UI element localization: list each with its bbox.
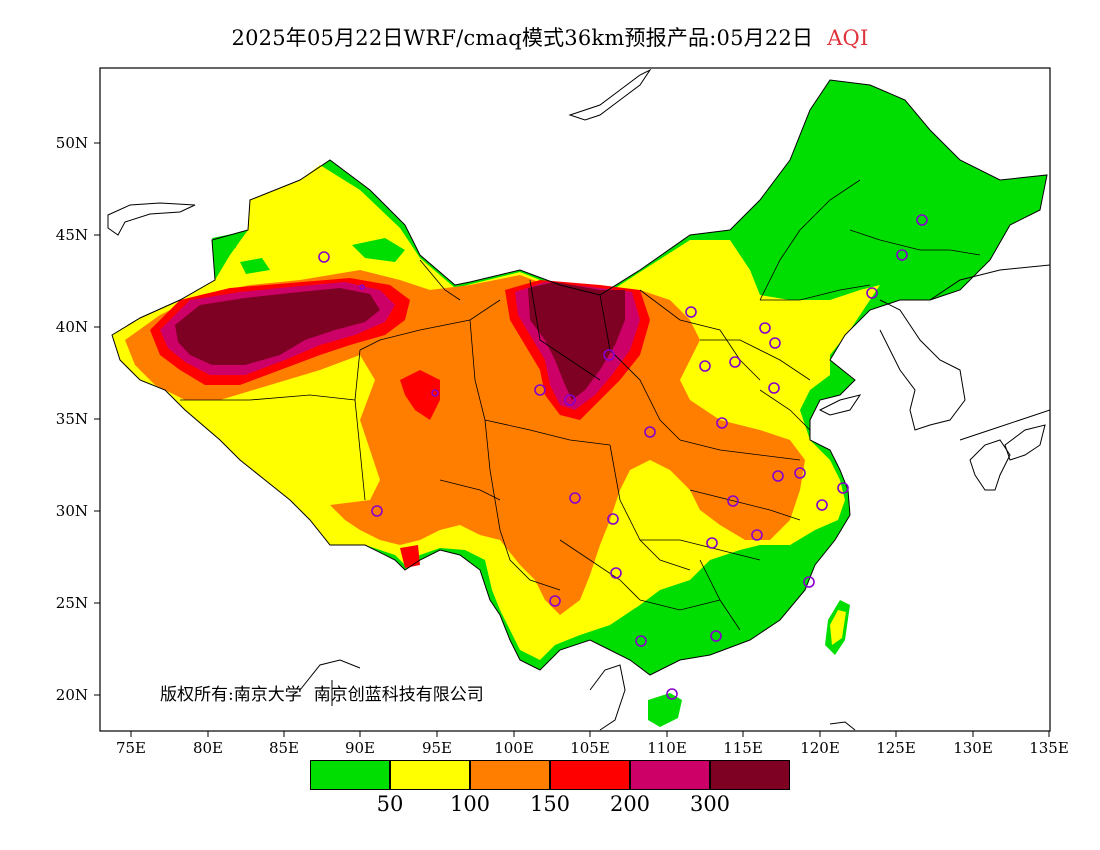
lat-tick-50n: 50N <box>55 134 88 152</box>
title-main: 2025年05月22日WRF/cmaq模式36km预报产品:05月22日 <box>231 26 814 50</box>
legend-label-50: 50 <box>376 792 404 816</box>
lon-tick-85e: 85E <box>268 739 300 757</box>
legend-label-100: 100 <box>449 792 491 816</box>
map-title: 2025年05月22日WRF/cmaq模式36km预报产品:05月22日 AQI <box>0 22 1100 52</box>
copyright-note: 版权所有:南京大学 南京创蓝科技有限公司 <box>160 680 484 705</box>
legend-label-300: 300 <box>689 792 731 816</box>
lon-tick-95e: 95E <box>421 739 453 757</box>
lat-tick-35n: 35N <box>55 410 88 428</box>
legend-swatch-3 <box>550 760 630 790</box>
copyright-org1: 南京大学 <box>233 685 302 705</box>
taiwan-yellow <box>830 610 846 645</box>
lon-tick-110e: 110E <box>647 739 687 757</box>
legend-swatch-4 <box>630 760 710 790</box>
lat-tick-40n: 40N <box>55 318 88 336</box>
lat-tick-30n: 30N <box>55 502 88 520</box>
lat-tick-20n: 20N <box>55 686 88 704</box>
copyright-prefix: 版权所有: <box>160 685 234 705</box>
title-variable: AQI <box>827 26 869 50</box>
lon-tick-75e: 75E <box>115 739 147 757</box>
lat-tick-25n: 25N <box>55 594 88 612</box>
copyright-org2: 南京创蓝科技有限公司 <box>313 685 484 705</box>
lon-tick-130e: 130E <box>953 739 993 757</box>
lon-tick-120e: 120E <box>800 739 840 757</box>
lon-tick-125e: 125E <box>876 739 916 757</box>
hainan <box>648 693 682 727</box>
legend-swatch-2 <box>470 760 550 790</box>
legend-label-150: 150 <box>529 792 571 816</box>
legend-label-200: 200 <box>609 792 651 816</box>
lon-tick-115e: 115E <box>723 739 763 757</box>
legend-swatch-5 <box>710 760 790 790</box>
lon-tick-80e: 80E <box>192 739 224 757</box>
lon-tick-135e: 135E <box>1029 739 1069 757</box>
lon-tick-90e: 90E <box>344 739 376 757</box>
map-frame <box>99 67 1051 732</box>
lon-tick-100e: 100E <box>494 739 534 757</box>
legend-swatch-1 <box>390 760 470 790</box>
lon-tick-105e: 105E <box>570 739 610 757</box>
lat-tick-45n: 45N <box>55 226 88 244</box>
legend-swatch-0 <box>310 760 390 790</box>
aqi-zone-maroon <box>175 288 380 365</box>
